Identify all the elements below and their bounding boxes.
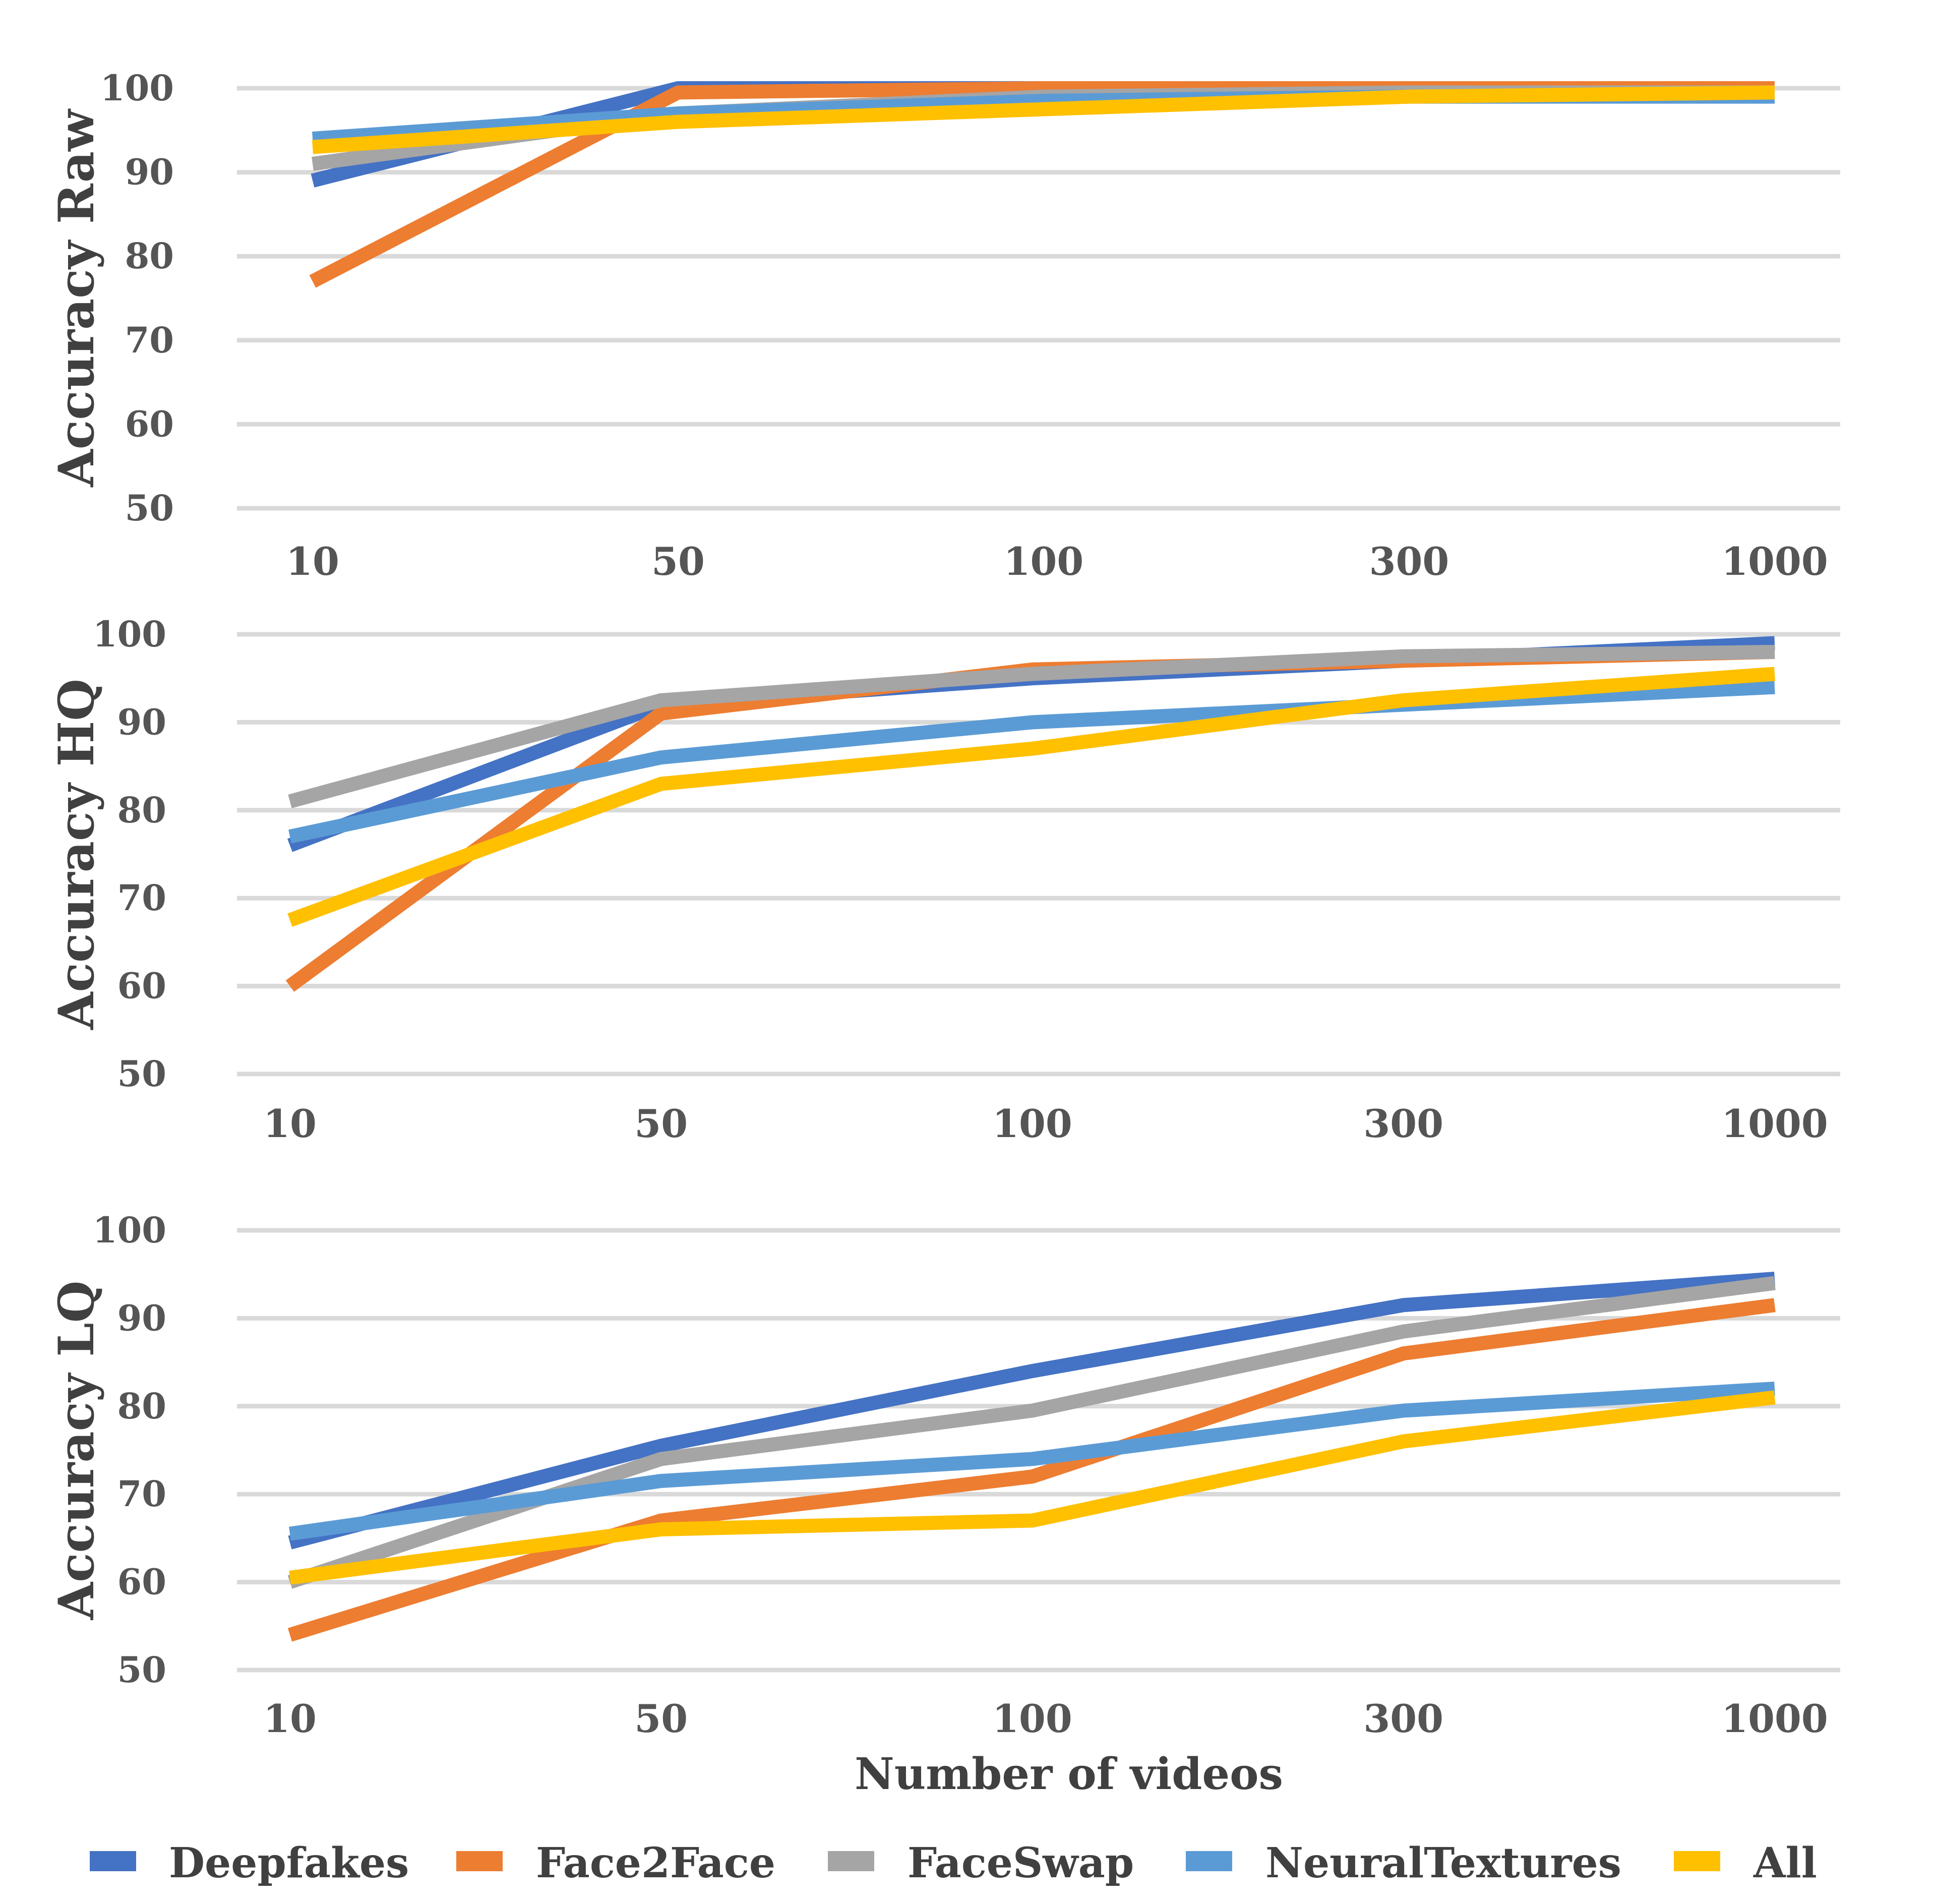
legend-swatch-face2face [456,1851,503,1871]
y-axis-label: Accuracy HQ [48,679,105,1030]
legend-swatch-all [1674,1851,1720,1871]
series-line-faceswap [288,644,1775,808]
x-tick-label: 10 [263,1696,317,1741]
x-tick-label: 100 [992,1696,1072,1741]
y-tick-label: 100 [100,67,174,109]
x-tick-label: 50 [634,1696,688,1741]
legend-label-all: All [1753,1839,1817,1887]
y-tick-label: 90 [125,151,174,193]
y-tick-label: 70 [117,1473,166,1515]
y-tick-label: 90 [117,701,166,743]
x-tick-label: 1000 [1721,1696,1828,1741]
legend-swatch-neuraltextures [1186,1851,1232,1871]
legend: Deepfakes Face2Face FaceSwap NeuralTextures… [90,1839,1817,1887]
x-tick-label: 300 [1363,1696,1443,1741]
y-tick-label: 100 [93,613,166,655]
x-tick-label: 10 [286,539,339,584]
x-axis-label: Number of videos [855,1749,1283,1800]
y-tick-label: 50 [125,487,174,529]
series-line-all [287,667,1775,927]
x-tick-label: 300 [1363,1101,1443,1146]
y-tick-label: 60 [117,1561,166,1603]
series-line-face2face [287,1298,1776,1642]
x-tick-label: 50 [651,539,705,584]
x-tick-label: 1000 [1721,539,1828,584]
x-tick-label: 10 [263,1101,317,1146]
y-tick-label: 80 [117,1385,166,1427]
series-line-all [312,85,1775,154]
series-line-neuraltextures [288,680,1775,844]
chart-hq: 50 60 70 80 90 100 Accuracy HQ 10 50 100 300 1000 [48,613,1840,1146]
x-tick-label: 50 [634,1101,688,1146]
legend-swatch-deepfakes [90,1851,136,1871]
y-tick-label: 50 [117,1649,166,1691]
x-tick-label: 100 [992,1101,1072,1146]
series-line-neuraltextures [289,1381,1775,1541]
legend-label-faceswap: FaceSwap [908,1839,1134,1887]
y-tick-label: 80 [117,789,166,831]
legend-label-deepfakes: Deepfakes [169,1839,409,1887]
y-axis-label: Accuracy LQ [48,1281,105,1621]
legend-label-neuraltextures: NeuralTextures [1265,1839,1621,1887]
legend-swatch-faceswap [828,1851,874,1871]
y-tick-label: 60 [117,965,166,1007]
x-tick-label: 100 [1004,539,1084,584]
series-line-deepfakes [288,1271,1775,1550]
x-tick-label: 300 [1369,539,1449,584]
y-tick-label: 70 [117,877,166,919]
y-tick-label: 80 [125,235,174,277]
y-tick-label: 90 [117,1297,166,1339]
y-tick-label: 50 [117,1053,166,1095]
y-tick-label: 60 [125,403,174,445]
legend-label-face2face: Face2Face [536,1839,775,1887]
x-tick-label: 1000 [1721,1101,1828,1146]
y-tick-label: 100 [93,1209,166,1251]
y-axis-label: Accuracy Raw [48,108,105,488]
chart-lq: 50 60 70 80 90 100 Accuracy LQ 10 50 100 300 1000 [48,1209,1840,1741]
series-line-all [289,1390,1776,1585]
y-tick-label: 70 [125,319,174,361]
